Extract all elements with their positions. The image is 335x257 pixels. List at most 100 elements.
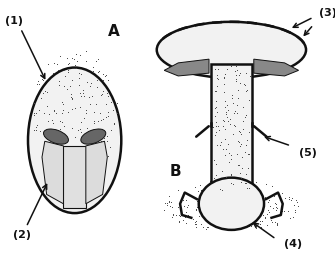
Point: [244, 138, 250, 142]
Ellipse shape: [44, 129, 68, 144]
Point: [235, 88, 240, 92]
Point: [182, 215, 187, 219]
Point: [230, 101, 235, 105]
Point: [229, 228, 235, 233]
Point: [234, 151, 240, 155]
Point: [222, 105, 227, 109]
Point: [218, 196, 224, 200]
Point: [279, 191, 284, 195]
Point: [166, 199, 172, 203]
Point: [221, 76, 226, 80]
Polygon shape: [164, 59, 209, 76]
Point: [207, 198, 212, 202]
Point: [51, 121, 56, 125]
Point: [38, 96, 43, 100]
Point: [69, 107, 74, 111]
Point: [111, 108, 116, 112]
Point: [72, 148, 77, 152]
Point: [48, 164, 53, 168]
Point: [90, 66, 95, 70]
Point: [92, 170, 97, 174]
Point: [169, 200, 174, 204]
Point: [212, 67, 218, 71]
Point: [78, 120, 84, 124]
Point: [274, 206, 280, 210]
Point: [220, 198, 225, 203]
Point: [247, 224, 252, 228]
Point: [213, 120, 219, 124]
Point: [84, 156, 89, 160]
Point: [244, 71, 249, 75]
Point: [177, 201, 182, 206]
Point: [111, 103, 117, 107]
Point: [100, 72, 106, 76]
Point: [225, 119, 231, 123]
Point: [213, 89, 219, 94]
Point: [84, 80, 89, 84]
Text: B: B: [170, 164, 181, 179]
Point: [266, 210, 272, 214]
Point: [164, 201, 169, 205]
Point: [241, 119, 246, 123]
Point: [229, 207, 234, 211]
Point: [53, 111, 58, 115]
Point: [64, 149, 70, 153]
Point: [83, 111, 89, 115]
Point: [232, 198, 237, 203]
Point: [214, 205, 219, 209]
Point: [244, 143, 249, 148]
Point: [213, 105, 218, 109]
Point: [87, 161, 93, 165]
Point: [230, 181, 235, 186]
Point: [69, 56, 74, 60]
Point: [182, 204, 187, 208]
Polygon shape: [63, 146, 86, 208]
Point: [227, 122, 232, 126]
Point: [57, 119, 62, 123]
Point: [180, 218, 186, 222]
Point: [257, 209, 263, 213]
Point: [224, 205, 229, 209]
Point: [46, 119, 51, 123]
Point: [92, 166, 97, 170]
Point: [93, 102, 98, 106]
Polygon shape: [86, 141, 107, 204]
Point: [239, 166, 244, 170]
Point: [293, 210, 298, 214]
Point: [37, 82, 42, 86]
Point: [61, 147, 67, 151]
Point: [243, 89, 249, 94]
Point: [239, 155, 244, 159]
Point: [192, 185, 197, 189]
Point: [77, 127, 82, 131]
Point: [64, 56, 70, 60]
Point: [218, 218, 224, 223]
Point: [244, 143, 249, 147]
Point: [78, 161, 83, 166]
Point: [246, 186, 252, 190]
Point: [176, 219, 182, 223]
Point: [68, 95, 73, 99]
Point: [61, 124, 67, 128]
Point: [89, 154, 94, 158]
Point: [224, 206, 230, 210]
Point: [101, 117, 106, 121]
Point: [77, 105, 83, 109]
Point: [91, 110, 97, 114]
Point: [61, 84, 66, 88]
Point: [242, 213, 247, 217]
Point: [205, 198, 210, 203]
Point: [199, 196, 205, 200]
Point: [94, 85, 99, 89]
Point: [194, 225, 199, 230]
Point: [244, 179, 249, 183]
Point: [98, 139, 104, 143]
Point: [242, 221, 247, 225]
Point: [224, 115, 230, 119]
Point: [243, 181, 249, 185]
Point: [236, 186, 241, 190]
Point: [82, 175, 87, 179]
Point: [80, 91, 86, 96]
Point: [77, 52, 83, 57]
Point: [47, 159, 52, 163]
